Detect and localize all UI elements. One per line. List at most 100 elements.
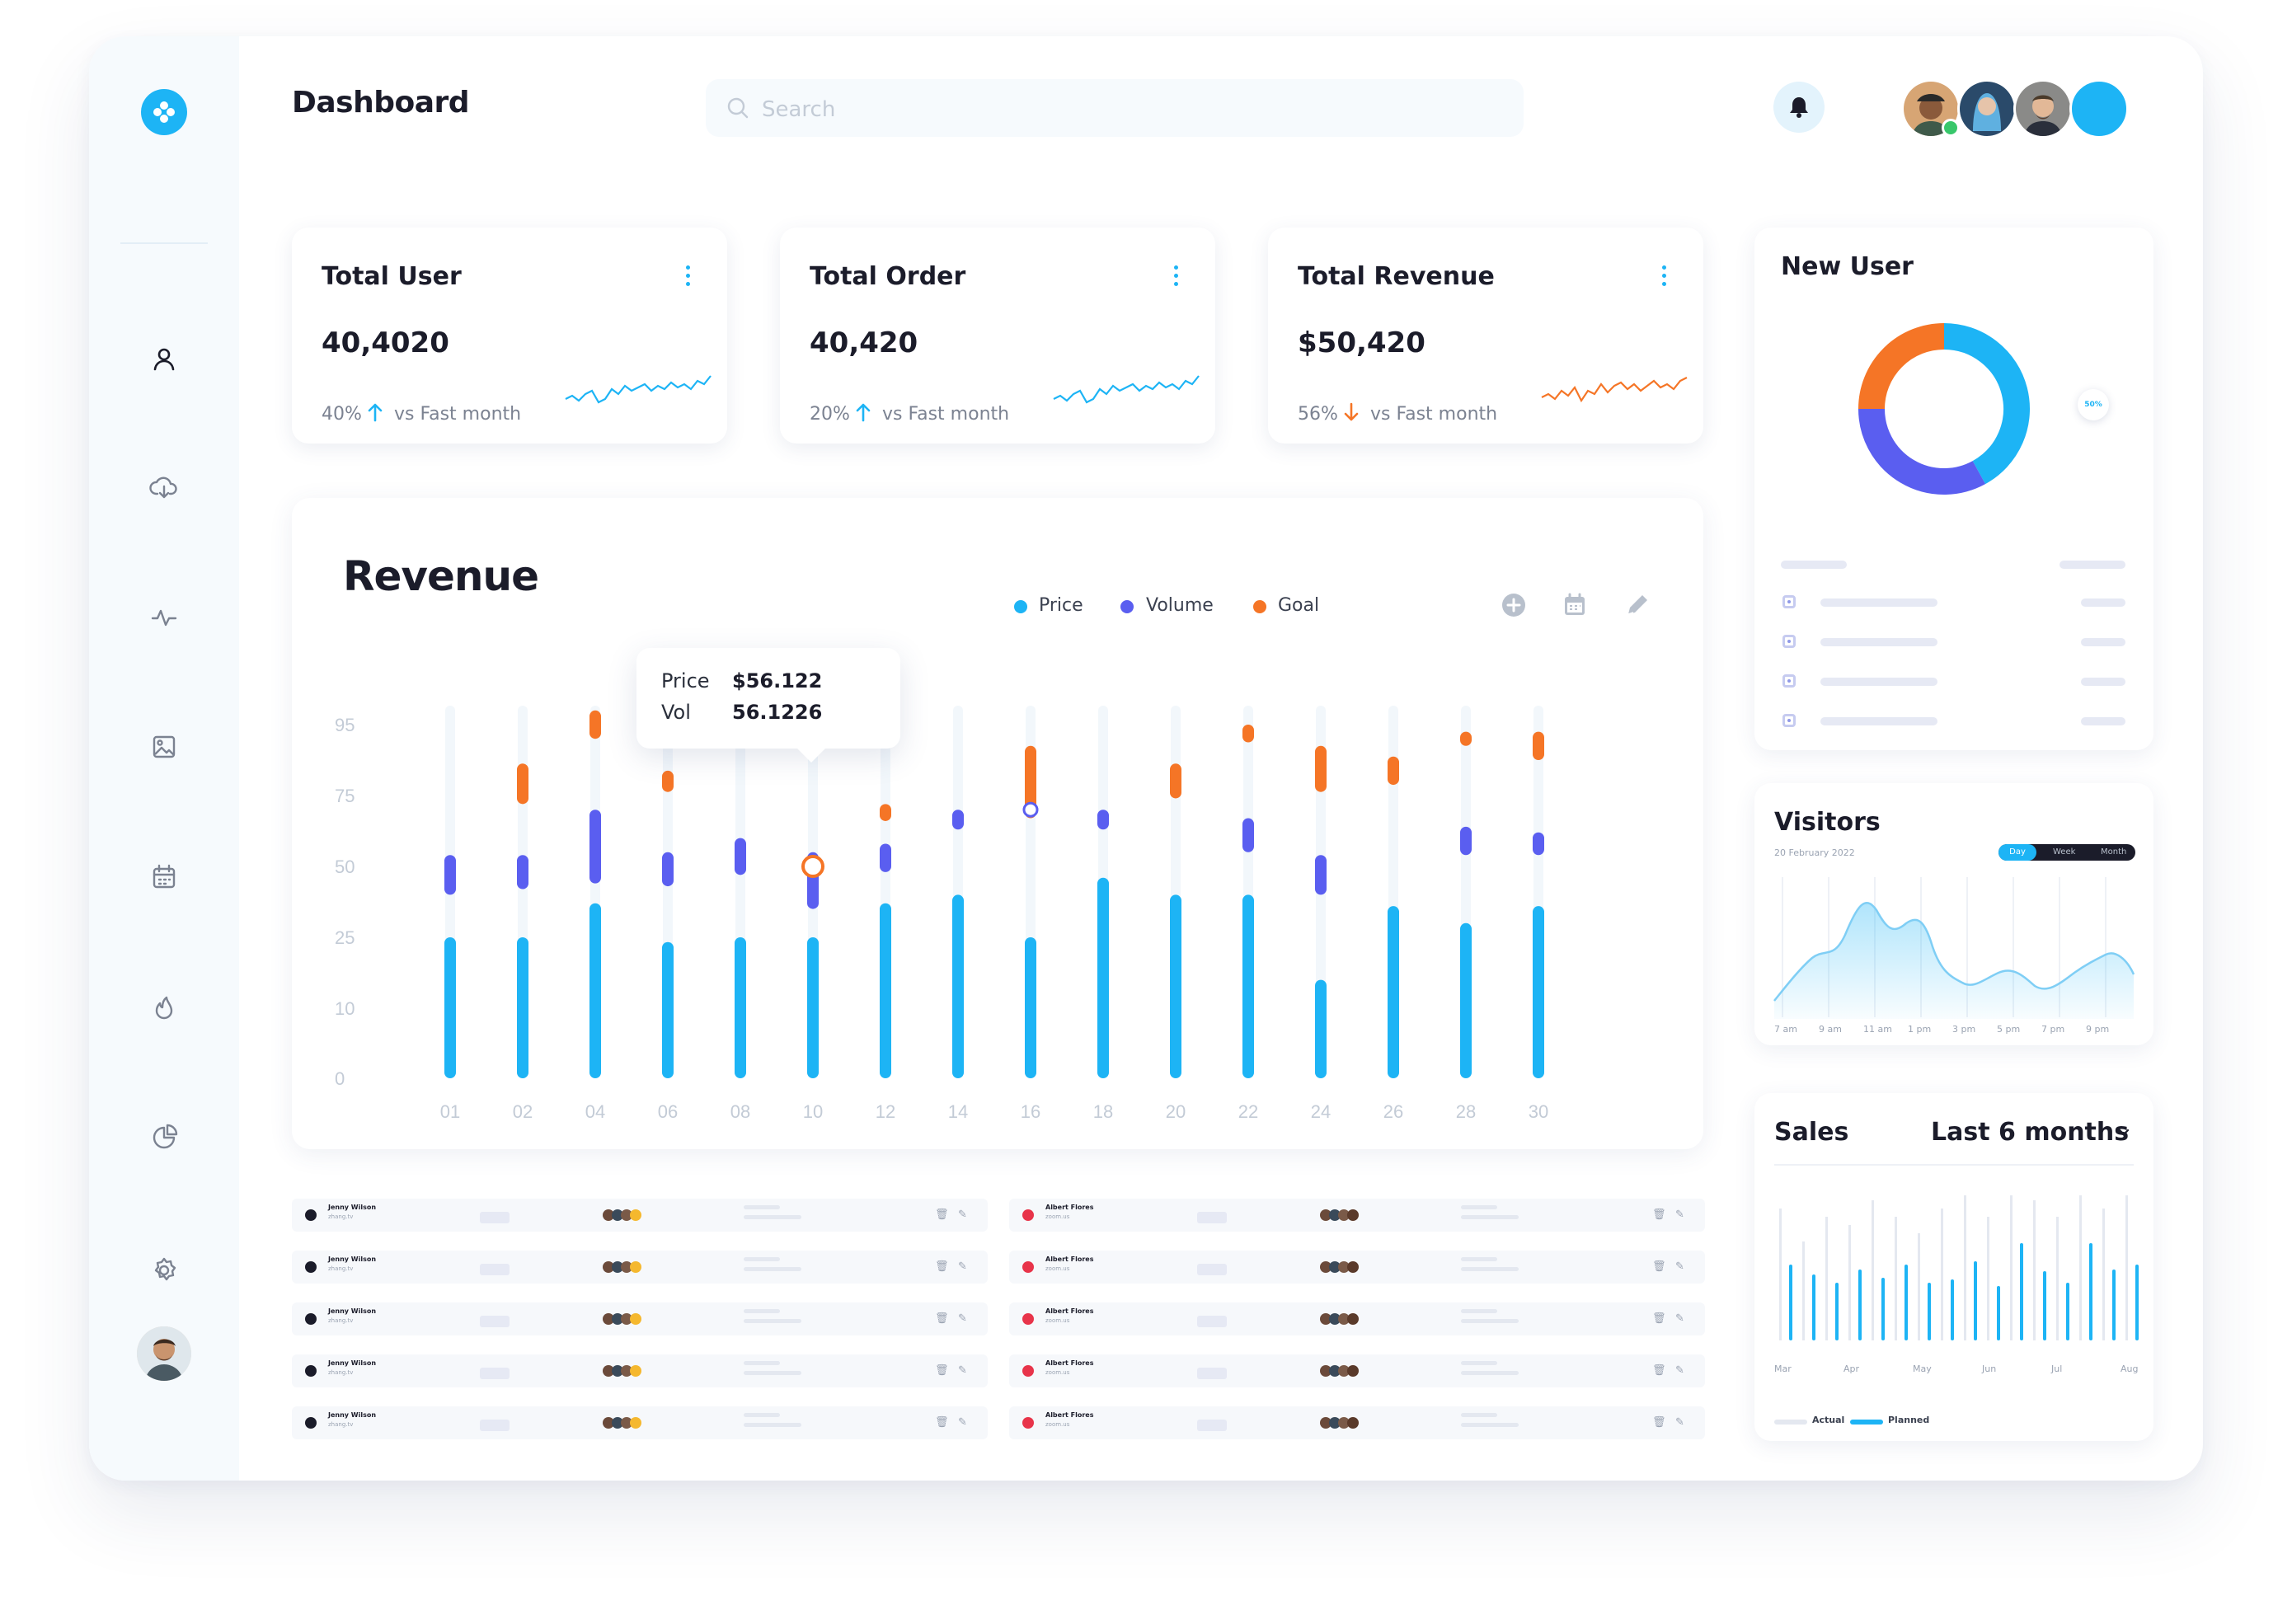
edit-icon[interactable]: ✎	[958, 1416, 967, 1429]
revenue-panel: 0 10 25 50 75 95 01 02 04 06 08 10 12 14 16 18 20 22 24 26 2…	[292, 498, 1703, 1149]
activity-icon[interactable]	[148, 601, 181, 634]
y-tick-label: 50	[335, 857, 355, 877]
delete-icon[interactable]: 🗑	[935, 1209, 949, 1221]
app-logo-icon[interactable]	[141, 89, 187, 135]
delete-icon[interactable]: 🗑	[1652, 1364, 1666, 1377]
team-avatar-2[interactable]	[1957, 79, 2017, 138]
range-month[interactable]: Month	[2101, 847, 2127, 857]
calendar-icon[interactable]	[148, 861, 181, 894]
sales-period-select[interactable]: Last 6 months	[1931, 1118, 2130, 1147]
list-marker-icon	[1782, 595, 1796, 608]
user-icon[interactable]	[148, 343, 181, 376]
delete-icon[interactable]: 🗑	[935, 1364, 949, 1377]
table-row[interactable]: Albert Flores zoom.us 🗑 ✎	[1009, 1199, 1705, 1232]
sidebar-divider	[120, 242, 208, 244]
sales-bar-planned	[1974, 1261, 1977, 1340]
range-week[interactable]: Week	[2053, 847, 2076, 857]
sales-x-label: Jun	[1982, 1364, 1997, 1374]
sales-bar-planned	[2066, 1283, 2069, 1340]
legend-goal[interactable]: Goal	[1278, 595, 1320, 616]
table-row[interactable]: Albert Flores zoom.us 🗑 ✎	[1009, 1251, 1705, 1284]
placeholder-line	[1781, 561, 1847, 569]
donut-slice-blue[interactable]	[1943, 323, 2030, 485]
delete-icon[interactable]: 🗑	[935, 1312, 949, 1325]
row-name: Jenny Wilson	[328, 1411, 377, 1419]
calendar-icon[interactable]	[1560, 590, 1590, 620]
team-avatar-1[interactable]	[1901, 79, 1961, 138]
row-name: Albert Flores	[1045, 1256, 1094, 1263]
sales-bar-actual	[1918, 1233, 1920, 1340]
user-avatar[interactable]	[137, 1326, 191, 1381]
sales-bar-planned	[2020, 1243, 2023, 1340]
cloud-download-icon[interactable]	[148, 472, 181, 505]
more-options-icon[interactable]	[1174, 265, 1179, 290]
placeholder-lines	[1461, 1205, 1519, 1225]
table-row[interactable]: Albert Flores zoom.us 🗑 ✎	[1009, 1302, 1705, 1335]
more-options-icon[interactable]	[686, 265, 691, 290]
card-percent: 56%	[1298, 404, 1338, 425]
settings-icon[interactable]	[148, 1254, 181, 1287]
table-row[interactable]: Jenny Wilson zhang.tv 🗑 ✎	[292, 1354, 988, 1387]
delete-icon[interactable]: 🗑	[1652, 1209, 1666, 1221]
image-icon[interactable]	[148, 730, 181, 763]
edit-icon[interactable]: ✎	[958, 1209, 967, 1221]
bar-price	[880, 903, 891, 1078]
bar-volume	[662, 852, 674, 887]
fire-icon[interactable]	[148, 991, 181, 1024]
bar-price	[1533, 906, 1544, 1078]
x-tick-label: 20	[1166, 1101, 1186, 1122]
edit-icon[interactable]: ✎	[1675, 1416, 1684, 1429]
add-icon[interactable]	[1499, 590, 1529, 620]
legend-price[interactable]: Price	[1039, 595, 1083, 616]
legend-volume[interactable]: Volume	[1146, 595, 1214, 616]
search-input[interactable]: Search	[762, 97, 836, 122]
x-tick-label: 18	[1093, 1101, 1113, 1122]
sales-bar-actual	[2056, 1217, 2059, 1340]
chevron-down-icon[interactable]	[2117, 1128, 2130, 1138]
table-row[interactable]: Jenny Wilson zhang.tv 🗑 ✎	[292, 1406, 988, 1439]
sales-bar-planned	[1789, 1265, 1792, 1340]
delete-icon[interactable]: 🗑	[1652, 1312, 1666, 1325]
team-avatar-3[interactable]	[2013, 79, 2073, 138]
tooltip-price-value: $56.122	[732, 669, 823, 692]
edit-icon[interactable]: ✎	[1675, 1364, 1684, 1377]
edit-icon[interactable]: ✎	[958, 1364, 967, 1377]
table-row[interactable]: Jenny Wilson zhang.tv 🗑 ✎	[292, 1302, 988, 1335]
bar-volume	[517, 855, 528, 889]
edit-icon[interactable]: ✎	[1675, 1260, 1684, 1273]
edit-icon[interactable]	[1623, 590, 1652, 620]
range-day[interactable]: Day	[1998, 844, 2036, 861]
new-user-card: New User 50%	[1754, 228, 2153, 750]
donut-slice-orange[interactable]	[1858, 323, 1945, 410]
sales-x-label: Jul	[2051, 1364, 2063, 1374]
table-row[interactable]: Jenny Wilson zhang.tv 🗑 ✎	[292, 1251, 988, 1284]
edit-icon[interactable]: ✎	[1675, 1312, 1684, 1325]
arrow-down-icon	[1344, 402, 1359, 421]
pie-chart-icon[interactable]	[148, 1121, 181, 1154]
y-tick-label: 25	[335, 927, 355, 948]
more-options-icon[interactable]	[1662, 265, 1667, 290]
search-box[interactable]: Search	[706, 79, 1524, 137]
edit-icon[interactable]: ✎	[958, 1312, 967, 1325]
sparkline	[1053, 375, 1200, 404]
delete-icon[interactable]: 🗑	[1652, 1260, 1666, 1273]
delete-icon[interactable]: 🗑	[935, 1260, 949, 1273]
bar-goal	[1242, 725, 1254, 743]
edit-icon[interactable]: ✎	[1675, 1209, 1684, 1221]
delete-icon[interactable]: 🗑	[1652, 1416, 1666, 1429]
notification-button[interactable]	[1773, 82, 1825, 133]
team-avatar-more[interactable]	[2069, 79, 2129, 138]
range-toggle[interactable]: Day Week Month	[1998, 844, 2135, 861]
card-title: Total Revenue	[1298, 262, 1495, 291]
edit-icon[interactable]: ✎	[958, 1260, 967, 1273]
table-row[interactable]: Jenny Wilson zhang.tv 🗑 ✎	[292, 1199, 988, 1232]
bar-goal	[1388, 756, 1399, 786]
bar-price	[1170, 894, 1181, 1078]
bar-volume	[1533, 832, 1544, 856]
bar-volume	[1097, 810, 1109, 830]
donut-slice-indigo[interactable]	[1858, 408, 1986, 495]
table-row[interactable]: Albert Flores zoom.us 🗑 ✎	[1009, 1406, 1705, 1439]
table-row[interactable]: Albert Flores zoom.us 🗑 ✎	[1009, 1354, 1705, 1387]
x-tick-label: 22	[1238, 1101, 1258, 1122]
delete-icon[interactable]: 🗑	[935, 1416, 949, 1429]
